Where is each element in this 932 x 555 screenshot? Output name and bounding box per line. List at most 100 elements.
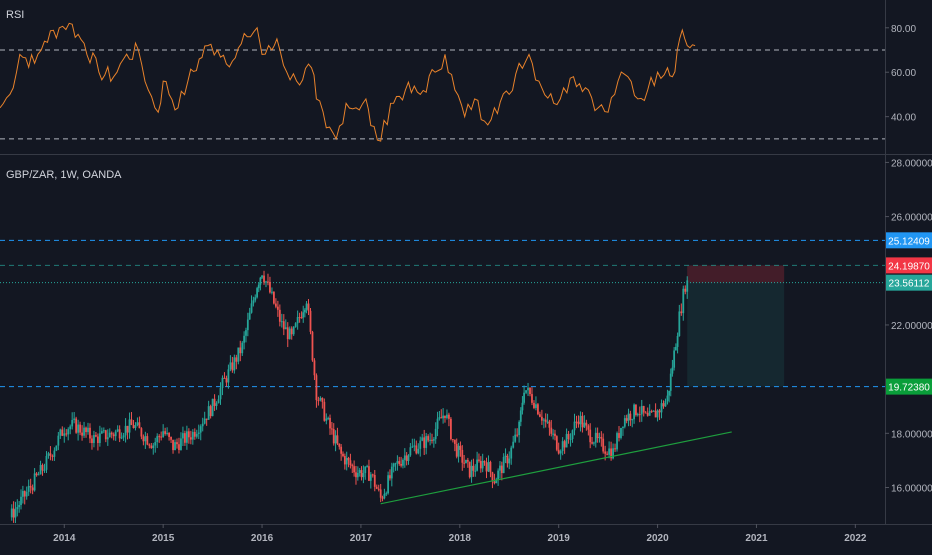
candle-body [362, 473, 365, 478]
candle-body [39, 464, 42, 475]
candle-body [390, 466, 393, 479]
candle-body [495, 479, 498, 484]
candle-body [571, 430, 574, 439]
candle-body [126, 425, 129, 433]
candle-body [189, 437, 192, 440]
candle-body [476, 459, 479, 471]
candle-body [436, 418, 439, 429]
candle-body [368, 466, 370, 481]
candle-body [676, 336, 679, 347]
candle-body [49, 453, 52, 456]
candle-body [373, 475, 376, 487]
candle-body [557, 449, 560, 454]
candle-body [508, 458, 511, 464]
candle-body [349, 460, 352, 466]
candle-body [450, 418, 452, 440]
candle-body [91, 438, 93, 443]
candle-body [160, 436, 163, 438]
candle-body [625, 418, 628, 421]
candle-body [466, 459, 469, 462]
candle-body [610, 448, 612, 459]
candle-body [355, 472, 357, 478]
candle-body [254, 297, 257, 301]
candle-body [640, 406, 643, 415]
candle-body [353, 466, 356, 473]
candle-body [98, 433, 101, 443]
candle-body [472, 465, 475, 471]
candle-body [154, 442, 157, 446]
candle-body [518, 421, 521, 436]
candle-body [239, 347, 242, 354]
candle-body [563, 441, 566, 448]
price-badge-label: 19.72380 [888, 383, 930, 394]
candle-body [85, 427, 87, 433]
candle-body [531, 394, 533, 403]
candle-body [273, 291, 275, 304]
candle-body [327, 417, 330, 419]
candle-body [489, 461, 492, 473]
candle-body [387, 475, 390, 494]
candle-body [319, 397, 322, 401]
candle-body [396, 461, 399, 464]
candle-body [323, 401, 326, 421]
candle-body [96, 436, 99, 443]
candle-body [589, 429, 592, 443]
candle-body [302, 312, 305, 318]
candle-body [45, 455, 48, 470]
candle-body [150, 445, 153, 449]
x-tick-label: 2018 [449, 533, 472, 544]
candle-body [311, 331, 314, 361]
candle-body [16, 507, 19, 510]
candle-body [315, 375, 318, 401]
candle-body [521, 402, 524, 411]
candle-body [658, 410, 661, 413]
candle-body [89, 427, 91, 439]
candle-body [219, 387, 222, 400]
candle-body [223, 377, 226, 379]
candle-body [213, 398, 216, 406]
rsi-tick-label: 80.00 [891, 24, 916, 35]
candle-body [221, 377, 224, 388]
candle-body [413, 445, 416, 447]
candle-body [106, 437, 109, 440]
candle-body [668, 390, 671, 396]
candle-body [158, 436, 161, 438]
candle-body [37, 474, 40, 476]
candle-body [23, 491, 26, 497]
candle-body [245, 330, 247, 336]
candle-body [144, 436, 147, 442]
candle-body [140, 428, 143, 437]
candle-body [481, 461, 484, 469]
candle-body [303, 309, 306, 313]
candle-body [407, 455, 410, 461]
price-tick-label: 28.00000 [891, 158, 932, 169]
candle-body [193, 431, 196, 437]
candle-body [182, 433, 184, 439]
candle-body [548, 421, 551, 428]
candle-body [622, 426, 624, 428]
candle-body [184, 433, 186, 443]
candle-body [132, 424, 135, 429]
price-badge-label: 25.12409 [888, 236, 930, 247]
candle-body [75, 418, 78, 433]
candle-body [65, 433, 68, 435]
candle-body [529, 387, 531, 395]
x-tick-label: 2021 [745, 533, 768, 544]
rsi-tick-label: 40.00 [891, 113, 916, 124]
candle-body [205, 418, 208, 420]
candle-body [307, 303, 310, 311]
candle-body [554, 433, 556, 437]
candle-body [162, 431, 165, 437]
candle-body [502, 456, 505, 474]
candle-body [142, 436, 145, 442]
candle-body [233, 357, 236, 371]
candle-body [225, 378, 228, 383]
candle-body [340, 446, 343, 454]
candle-body [250, 303, 253, 313]
price-tick-label: 26.00000 [891, 213, 932, 224]
candle-body [506, 455, 509, 464]
candle-body [274, 303, 277, 307]
candle-body [664, 400, 667, 407]
